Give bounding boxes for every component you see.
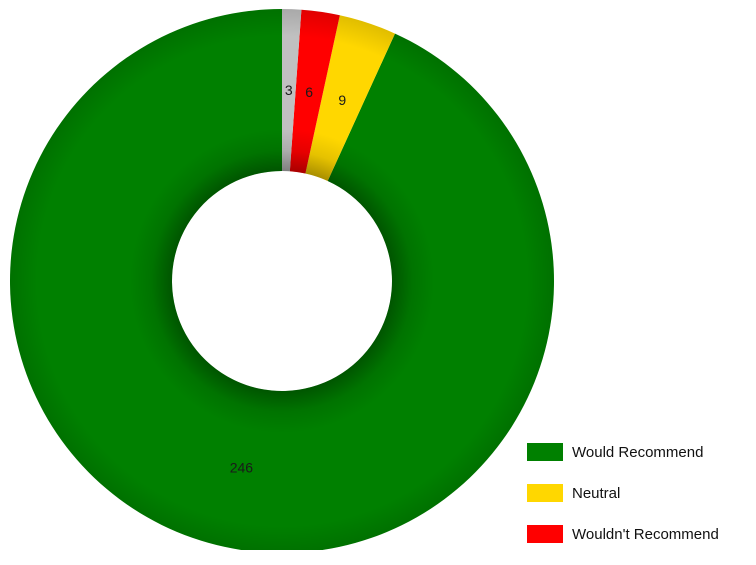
legend-label-would-recommend: Would Recommend bbox=[572, 443, 704, 461]
legend-item-would-recommend[interactable]: Would Recommend bbox=[527, 442, 756, 462]
legend-swatch-would-recommend bbox=[527, 443, 563, 461]
chart-legend: Would Recommend Neutral Wouldn't Recomme… bbox=[527, 442, 756, 565]
slice-labels-group: 246 9 63 bbox=[230, 82, 347, 476]
slice-value-label-neutral: 9 bbox=[338, 92, 346, 108]
legend-label-wouldnt-recommend: Wouldn't Recommend bbox=[572, 525, 719, 543]
legend-item-neutral[interactable]: Neutral bbox=[527, 483, 756, 503]
slice-value-label-other-3: 3 bbox=[285, 82, 293, 98]
legend-item-wouldnt-recommend[interactable]: Wouldn't Recommend bbox=[527, 524, 756, 544]
legend-label-neutral: Neutral bbox=[572, 484, 621, 502]
slice-value-label-would-recommend: 246 bbox=[230, 460, 254, 476]
legend-swatch-neutral bbox=[527, 484, 563, 502]
slice-value-label-wouldn-t-recommend: 6 bbox=[305, 84, 313, 100]
slices-group bbox=[10, 9, 554, 550]
donut-chart: 246 9 6 3 Would Recommend Neutral Wouldn't … bbox=[10, 9, 719, 550]
legend-swatch-wouldnt-recommend bbox=[527, 525, 563, 543]
